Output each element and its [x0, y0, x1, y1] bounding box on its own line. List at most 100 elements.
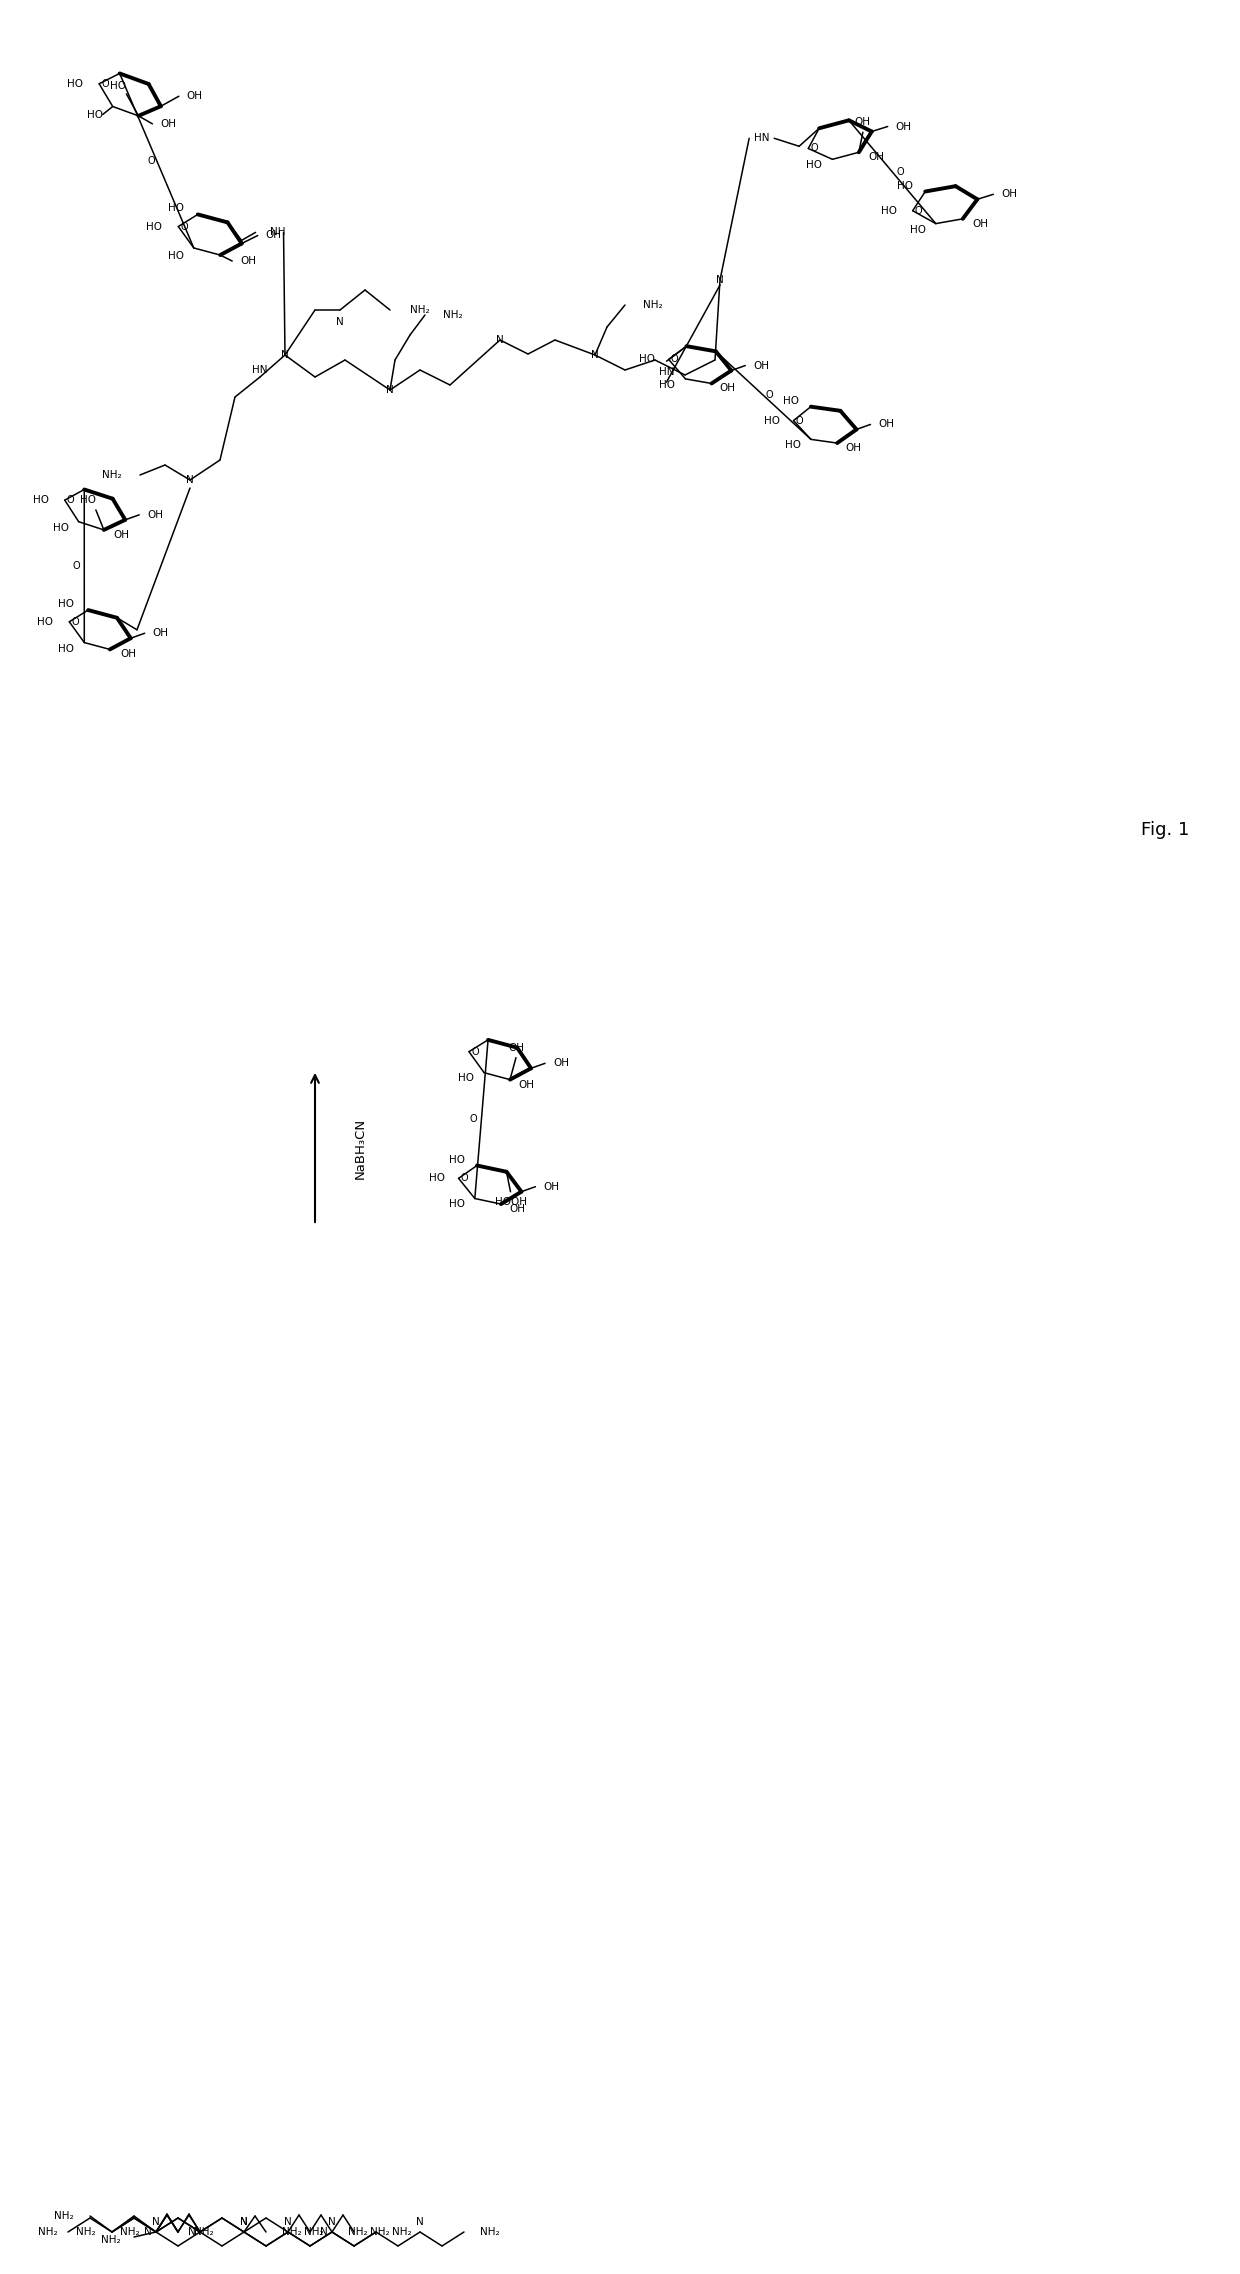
- Text: HO: HO: [110, 82, 126, 91]
- Text: HO: HO: [58, 598, 74, 609]
- Text: NH₂: NH₂: [480, 2226, 500, 2238]
- Text: NH₂: NH₂: [410, 305, 429, 316]
- Text: O: O: [811, 143, 818, 155]
- Text: HN: HN: [252, 366, 267, 375]
- Text: OH: OH: [553, 1057, 569, 1069]
- Text: HO: HO: [146, 221, 162, 232]
- Text: OH: OH: [148, 509, 164, 521]
- Text: OH: OH: [543, 1182, 559, 1192]
- Text: HO: HO: [910, 225, 926, 234]
- Text: NH₂: NH₂: [77, 2226, 95, 2238]
- Text: NaBH₃CN: NaBH₃CN: [353, 1117, 367, 1178]
- Text: NH₂: NH₂: [103, 471, 122, 480]
- Text: NH₂: NH₂: [193, 2226, 213, 2238]
- Text: O: O: [470, 1114, 477, 1123]
- Text: HO: HO: [429, 1173, 445, 1182]
- Text: N: N: [386, 384, 394, 396]
- Text: O: O: [72, 616, 79, 628]
- Text: N: N: [329, 2217, 336, 2226]
- Text: HO: HO: [58, 644, 74, 653]
- Text: O: O: [102, 80, 109, 89]
- Text: OH: OH: [895, 121, 911, 132]
- Text: O: O: [765, 391, 774, 400]
- Text: HN: HN: [658, 366, 675, 377]
- Text: N: N: [186, 475, 193, 484]
- Text: OH: OH: [114, 530, 130, 539]
- Text: Fig. 1: Fig. 1: [1141, 821, 1189, 839]
- Text: OH: OH: [120, 650, 136, 659]
- Text: O: O: [671, 355, 678, 364]
- Text: NH: NH: [269, 227, 285, 236]
- Text: HO: HO: [660, 380, 676, 389]
- Text: NH₂: NH₂: [370, 2226, 389, 2238]
- Text: N: N: [496, 334, 503, 346]
- Text: NH₂: NH₂: [304, 2226, 324, 2238]
- Text: NH₂: NH₂: [120, 2226, 140, 2238]
- Text: O: O: [897, 166, 904, 177]
- Text: O: O: [181, 221, 188, 232]
- Text: NH₂: NH₂: [281, 2226, 301, 2238]
- Text: NH₂: NH₂: [55, 2210, 74, 2222]
- Text: HO: HO: [167, 250, 184, 262]
- Text: OH: OH: [508, 1203, 525, 1214]
- Text: OH: OH: [187, 91, 203, 102]
- Text: HO: HO: [458, 1073, 474, 1082]
- Text: OH: OH: [972, 218, 988, 230]
- Text: N: N: [241, 2217, 248, 2226]
- Text: O: O: [471, 1046, 479, 1057]
- Text: NH₂: NH₂: [644, 300, 662, 309]
- Text: OH: OH: [265, 230, 281, 241]
- Text: NH₂: NH₂: [392, 2226, 412, 2238]
- Text: OH: OH: [1002, 189, 1017, 200]
- Text: O: O: [72, 562, 81, 571]
- Text: N: N: [241, 2217, 248, 2226]
- Text: HO: HO: [52, 523, 68, 532]
- Text: HO: HO: [87, 109, 103, 121]
- Text: N: N: [144, 2226, 151, 2238]
- Text: HO: HO: [37, 616, 53, 628]
- Text: N: N: [281, 350, 289, 359]
- Text: OH: OH: [878, 418, 894, 430]
- Text: OH: OH: [854, 118, 870, 127]
- Text: N: N: [417, 2217, 424, 2226]
- Text: N: N: [188, 2226, 196, 2238]
- Text: HO: HO: [449, 1198, 465, 1207]
- Text: HO: HO: [167, 202, 184, 214]
- Text: N: N: [153, 2217, 160, 2226]
- Text: N: N: [320, 2226, 327, 2238]
- Text: OH: OH: [153, 628, 169, 639]
- Text: HO: HO: [785, 441, 801, 450]
- Text: OH: OH: [241, 257, 257, 266]
- Text: NH₂: NH₂: [38, 2226, 58, 2238]
- Text: HO: HO: [79, 496, 95, 505]
- Text: OH: OH: [846, 443, 861, 453]
- Text: O: O: [796, 416, 804, 425]
- Text: N: N: [336, 316, 343, 327]
- Text: HO: HO: [880, 205, 897, 216]
- Text: N: N: [717, 275, 724, 284]
- Text: NH₂: NH₂: [443, 309, 463, 321]
- Text: N: N: [284, 2217, 291, 2226]
- Text: O: O: [461, 1173, 469, 1182]
- Text: OH: OH: [719, 384, 735, 393]
- Text: HO: HO: [806, 161, 822, 171]
- Text: HO: HO: [32, 496, 48, 505]
- Text: HO: HO: [898, 180, 913, 191]
- Text: HO: HO: [764, 416, 780, 425]
- Text: OH: OH: [754, 362, 769, 371]
- Text: OH: OH: [508, 1041, 525, 1053]
- Text: OH: OH: [160, 118, 176, 130]
- Text: HO: HO: [449, 1155, 465, 1164]
- Text: HOOH: HOOH: [495, 1196, 527, 1207]
- Text: HO: HO: [639, 355, 655, 364]
- Text: O: O: [915, 205, 923, 216]
- Text: NH₂: NH₂: [102, 2235, 122, 2244]
- Text: N: N: [591, 350, 599, 359]
- Text: NH₂: NH₂: [348, 2226, 367, 2238]
- Text: OH: OH: [869, 152, 885, 161]
- Text: HO: HO: [67, 80, 83, 89]
- Text: HN: HN: [754, 134, 769, 143]
- Text: OH: OH: [518, 1080, 534, 1089]
- Text: O: O: [67, 496, 74, 505]
- Text: O: O: [148, 155, 155, 166]
